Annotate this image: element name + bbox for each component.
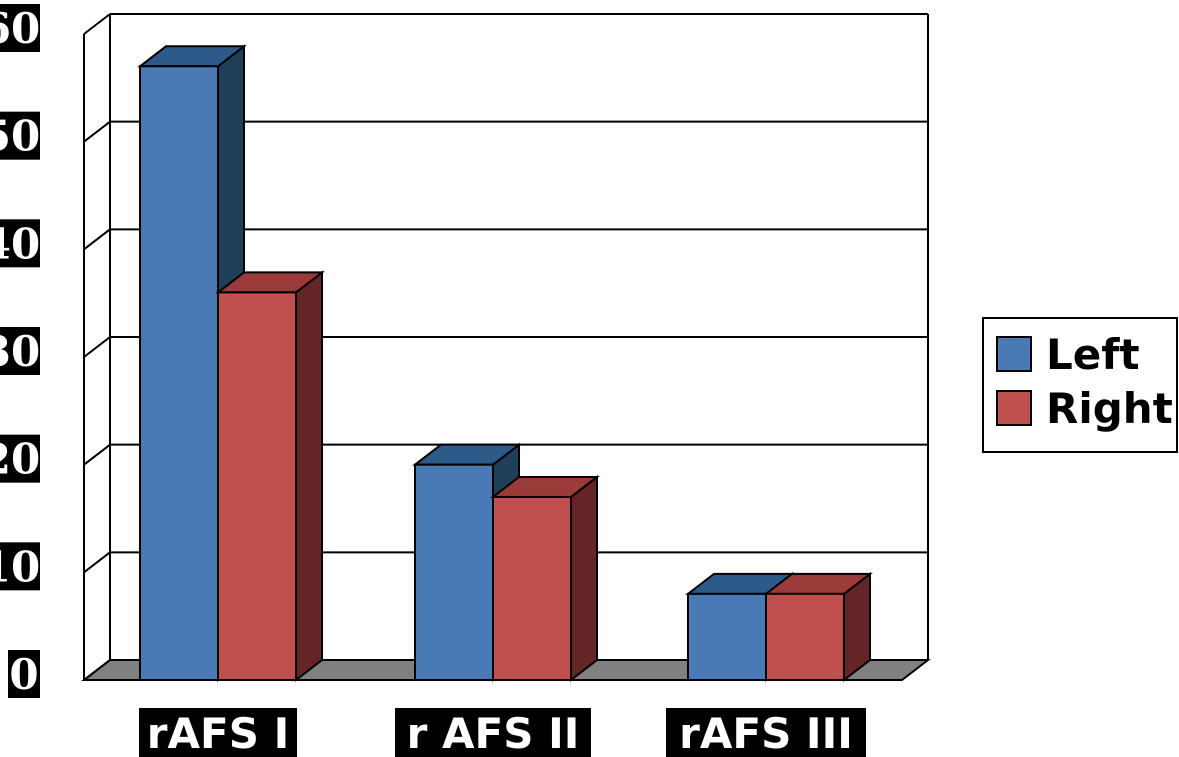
bars	[137, 44, 873, 683]
bar-front	[687, 592, 767, 681]
legend-swatch-right	[996, 390, 1032, 426]
x-tick-label-bg	[395, 708, 591, 757]
y-tick-label: 0	[9, 650, 38, 699]
y-tick-label: 50	[0, 112, 40, 161]
legend-swatch-left	[996, 336, 1032, 372]
y-tick-mark	[83, 443, 111, 466]
bar-front	[492, 495, 572, 682]
y-tick-label-bg	[0, 434, 40, 483]
y-axis-ticks: 0 10 20 30 40 50 60	[0, 4, 40, 699]
y-tick-mark	[83, 659, 111, 681]
bar-right	[763, 571, 873, 683]
legend-box	[982, 317, 1178, 453]
y-tick-label-bg	[0, 542, 40, 591]
x-axis-ticks: rAFS I r AFS II rAFS III	[139, 708, 866, 757]
legend-label-right: Right	[1046, 384, 1173, 433]
y-tick-mark	[83, 13, 111, 35]
bar-side	[295, 270, 323, 683]
y-tick-label-bg	[0, 327, 40, 375]
x-tick-label: rAFS III	[679, 709, 853, 757]
bar-front	[414, 463, 494, 681]
y-tick-label-bg	[8, 650, 40, 698]
y-tick-label-bg	[0, 111, 40, 160]
y-tick-mark	[83, 336, 111, 358]
legend: Left Right	[982, 317, 1178, 453]
bar-front	[139, 65, 219, 682]
x-tick-label-bg	[139, 708, 297, 757]
x-tick-label: r AFS II	[407, 709, 580, 757]
y-tick-label-bg	[0, 219, 40, 268]
bar-side	[570, 474, 598, 683]
y-tick-mark	[83, 551, 111, 574]
y-tick-label: 20	[0, 435, 40, 484]
y-tick-label-bg	[0, 4, 40, 52]
bar-right	[215, 270, 325, 683]
bar-right	[490, 474, 600, 683]
y-tick-label: 40	[0, 219, 40, 268]
legend-label-left: Left	[1046, 330, 1140, 379]
y-tick-label: 60	[0, 4, 40, 53]
x-tick-label: rAFS I	[147, 709, 289, 757]
bar-front	[765, 592, 845, 681]
y-tick-label: 30	[0, 327, 40, 376]
x-tick-label-bg	[666, 708, 866, 757]
bar-front	[217, 291, 297, 681]
y-tick-label: 10	[0, 542, 40, 591]
y-tick-mark	[83, 120, 111, 143]
y-tick-mark	[83, 228, 111, 251]
